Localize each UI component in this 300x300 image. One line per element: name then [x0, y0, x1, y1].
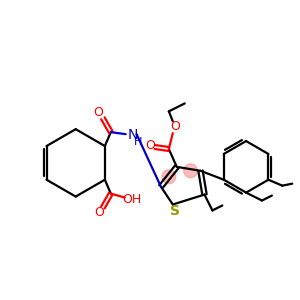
Text: O: O	[145, 139, 155, 152]
Text: O: O	[170, 120, 180, 133]
Circle shape	[184, 164, 198, 178]
Text: O: O	[94, 206, 104, 219]
Circle shape	[162, 170, 176, 184]
Text: S: S	[170, 204, 180, 218]
Text: OH: OH	[122, 193, 141, 206]
Text: H: H	[134, 137, 143, 147]
Text: N: N	[128, 128, 138, 142]
Text: O: O	[93, 106, 103, 119]
